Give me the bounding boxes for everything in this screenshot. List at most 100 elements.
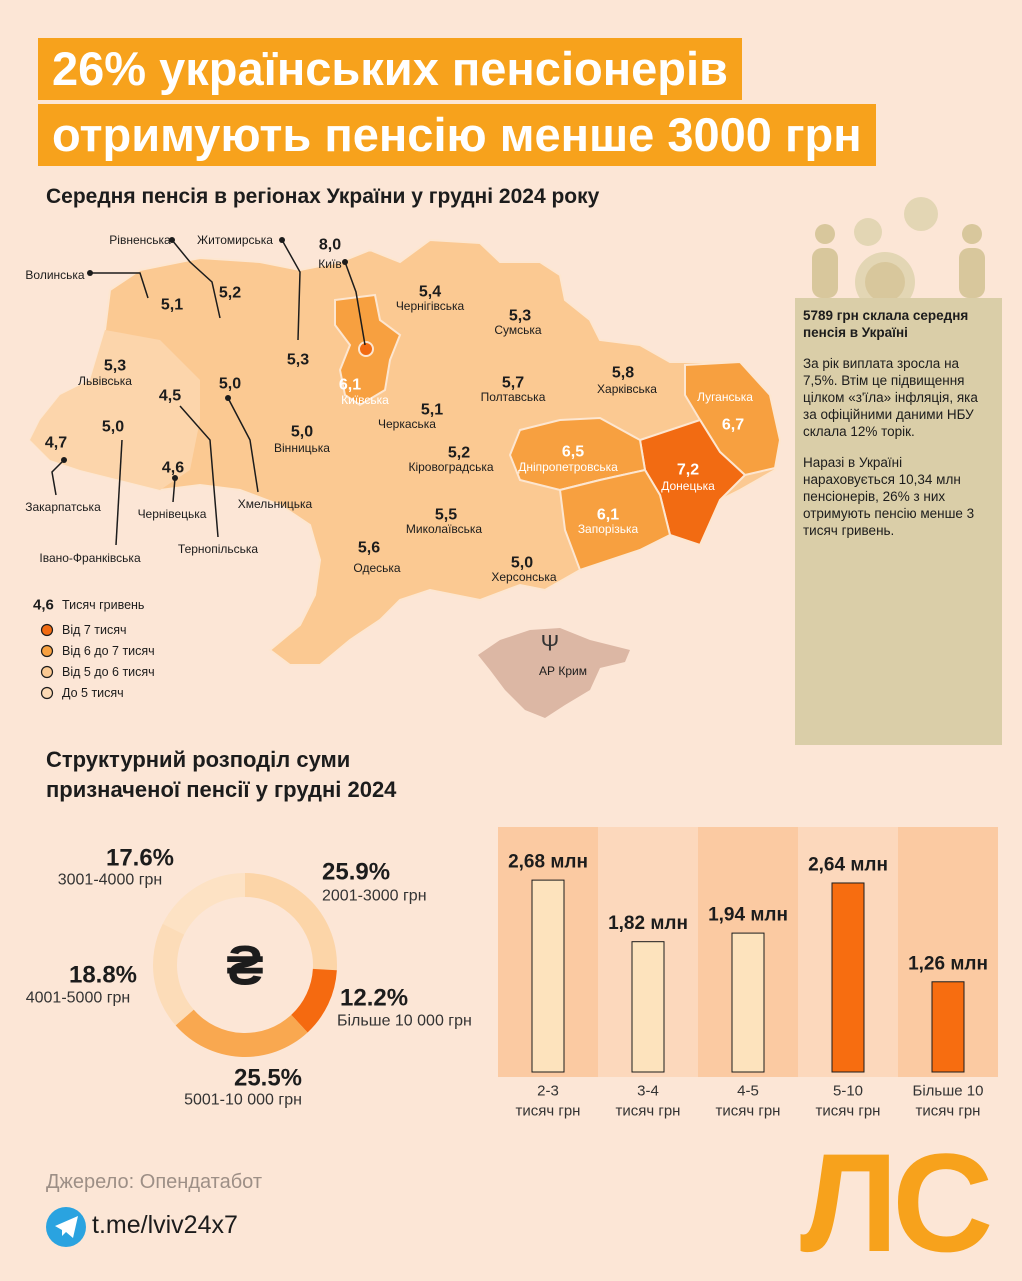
region-value: 5,3 <box>104 358 126 375</box>
region-value: 5,6 <box>358 540 380 557</box>
legend-swatch <box>40 665 54 679</box>
region-name: Дніпропетровська <box>518 460 618 474</box>
donut-value-label: 17.6% <box>106 845 174 872</box>
leader-lines <box>51 239 366 546</box>
region-value: 7,2 <box>677 462 699 479</box>
legend-swatch <box>40 644 54 658</box>
legend-label: Від 5 до 6 тисяч <box>62 665 155 679</box>
telegram-plane <box>55 1216 78 1238</box>
region-name: Запорізька <box>578 522 639 536</box>
legend-label: Від 7 тисяч <box>62 623 127 637</box>
crimea-shape <box>478 628 630 718</box>
region-name: Харківська <box>597 382 657 396</box>
region-name: Закарпатська <box>25 500 101 514</box>
region-value: 4,6 <box>162 460 184 477</box>
bar <box>531 879 565 1073</box>
leader-line <box>171 239 221 319</box>
donut-category: 3001-4000 грн <box>58 872 163 889</box>
leader-line <box>172 477 176 503</box>
leader-line <box>90 272 149 299</box>
coin <box>904 197 938 231</box>
region-value: 6,7 <box>722 417 744 434</box>
info-paragraph: Наразі в Україні нараховується 10,34 млн… <box>803 455 975 538</box>
bar-category: тисяч грн <box>916 1103 981 1120</box>
region-name: Тернопільська <box>178 542 258 556</box>
region-value: 5,2 <box>219 285 241 302</box>
donut-value-label: 25.9% <box>322 859 390 886</box>
region-name: Кіровоградська <box>408 460 493 474</box>
region-name: Чернігівська <box>396 299 465 313</box>
bar-value-label: 1,26 млн <box>908 953 988 974</box>
region-value: 5,0 <box>511 555 533 572</box>
region-value: 4,7 <box>45 435 67 452</box>
bar-category: тисяч грн <box>616 1103 681 1120</box>
region-shape <box>558 468 672 572</box>
region-name: Івано-Франківська <box>39 551 141 565</box>
bar <box>831 882 865 1073</box>
region-name: Хмельницька <box>238 497 313 511</box>
region-name: Сумська <box>494 323 542 337</box>
info-paragraph: За рік виплата зросла на 7,5%. Втім це п… <box>803 356 978 439</box>
region-name: Миколаївська <box>406 522 483 536</box>
dot <box>61 457 67 463</box>
donut-segment <box>152 923 194 1026</box>
donut-value-label: 18.8% <box>69 962 137 989</box>
region-name: Луганська <box>697 390 753 404</box>
donut-segment <box>291 968 337 1033</box>
region-value: 5,0 <box>219 376 241 393</box>
bar <box>631 941 665 1073</box>
donut-title: Структурний розподіл суми призначеної пе… <box>46 747 397 802</box>
region-name: Одеська <box>353 561 401 575</box>
leader-line <box>179 405 219 538</box>
leader-line <box>344 261 366 346</box>
region-value: 6,1 <box>339 377 361 394</box>
map-title: Середня пенсія в регіонах України у груд… <box>46 185 600 208</box>
donut-category: 5001-10 000 грн <box>184 1092 302 1109</box>
currency-icon: ₴ <box>226 934 263 997</box>
dot <box>225 395 231 401</box>
region-value: 6,1 <box>597 507 619 524</box>
bar-value-label: 2,68 млн <box>508 852 588 873</box>
region-value: 5,1 <box>161 297 183 314</box>
bar-category: 2-3 <box>537 1083 559 1100</box>
person-body <box>959 248 985 298</box>
info-text: 5789 грн склала середня пенсія в Україні… <box>803 307 991 553</box>
leader-line <box>51 459 65 496</box>
region-value: 5,3 <box>509 308 531 325</box>
leader-line <box>227 397 259 493</box>
dot <box>279 237 285 243</box>
region-value: 5,0 <box>102 419 124 436</box>
person-head <box>815 224 835 244</box>
source: Джерело: Опендатабот <box>46 1171 263 1193</box>
bar-value-label: 2,64 млн <box>808 854 888 875</box>
dot <box>169 237 175 243</box>
logo: ЛС <box>800 1124 993 1281</box>
bar-category: Більше 10 <box>913 1083 984 1100</box>
legend-label: Від 6 до 7 тисяч <box>62 644 155 658</box>
region-name: Львівська <box>78 374 132 388</box>
region-value: 5,5 <box>435 507 457 524</box>
trident-icon: Ψ <box>541 631 559 656</box>
donut-category: 2001-3000 грн <box>322 888 427 905</box>
region-name: Волинська <box>25 268 85 282</box>
crimea-label: АР Крим <box>539 664 587 678</box>
region-value: 5,3 <box>287 352 309 369</box>
region-name: Рівненська <box>109 233 171 247</box>
region-value: 4,5 <box>159 388 181 405</box>
region-name: Київ <box>318 257 341 271</box>
donut-value-label: 12.2% <box>340 985 408 1012</box>
region-name: Чернівецька <box>138 507 207 521</box>
donut-value-label: 25.5% <box>234 1065 302 1092</box>
dot <box>172 475 178 481</box>
link[interactable]: t.me/lviv24x7 <box>92 1211 238 1239</box>
region-value: 5,2 <box>448 445 470 462</box>
legend-unit: Тисяч гривень <box>62 598 144 612</box>
legend-label: До 5 тисяч <box>62 686 124 700</box>
info-highlight: 5789 грн склала середня пенсія в Україні <box>803 308 969 340</box>
region-value: 5,4 <box>419 284 441 301</box>
region-name: Херсонська <box>491 570 557 584</box>
info-panel <box>795 298 1002 745</box>
region-name: Черкаська <box>378 417 436 431</box>
